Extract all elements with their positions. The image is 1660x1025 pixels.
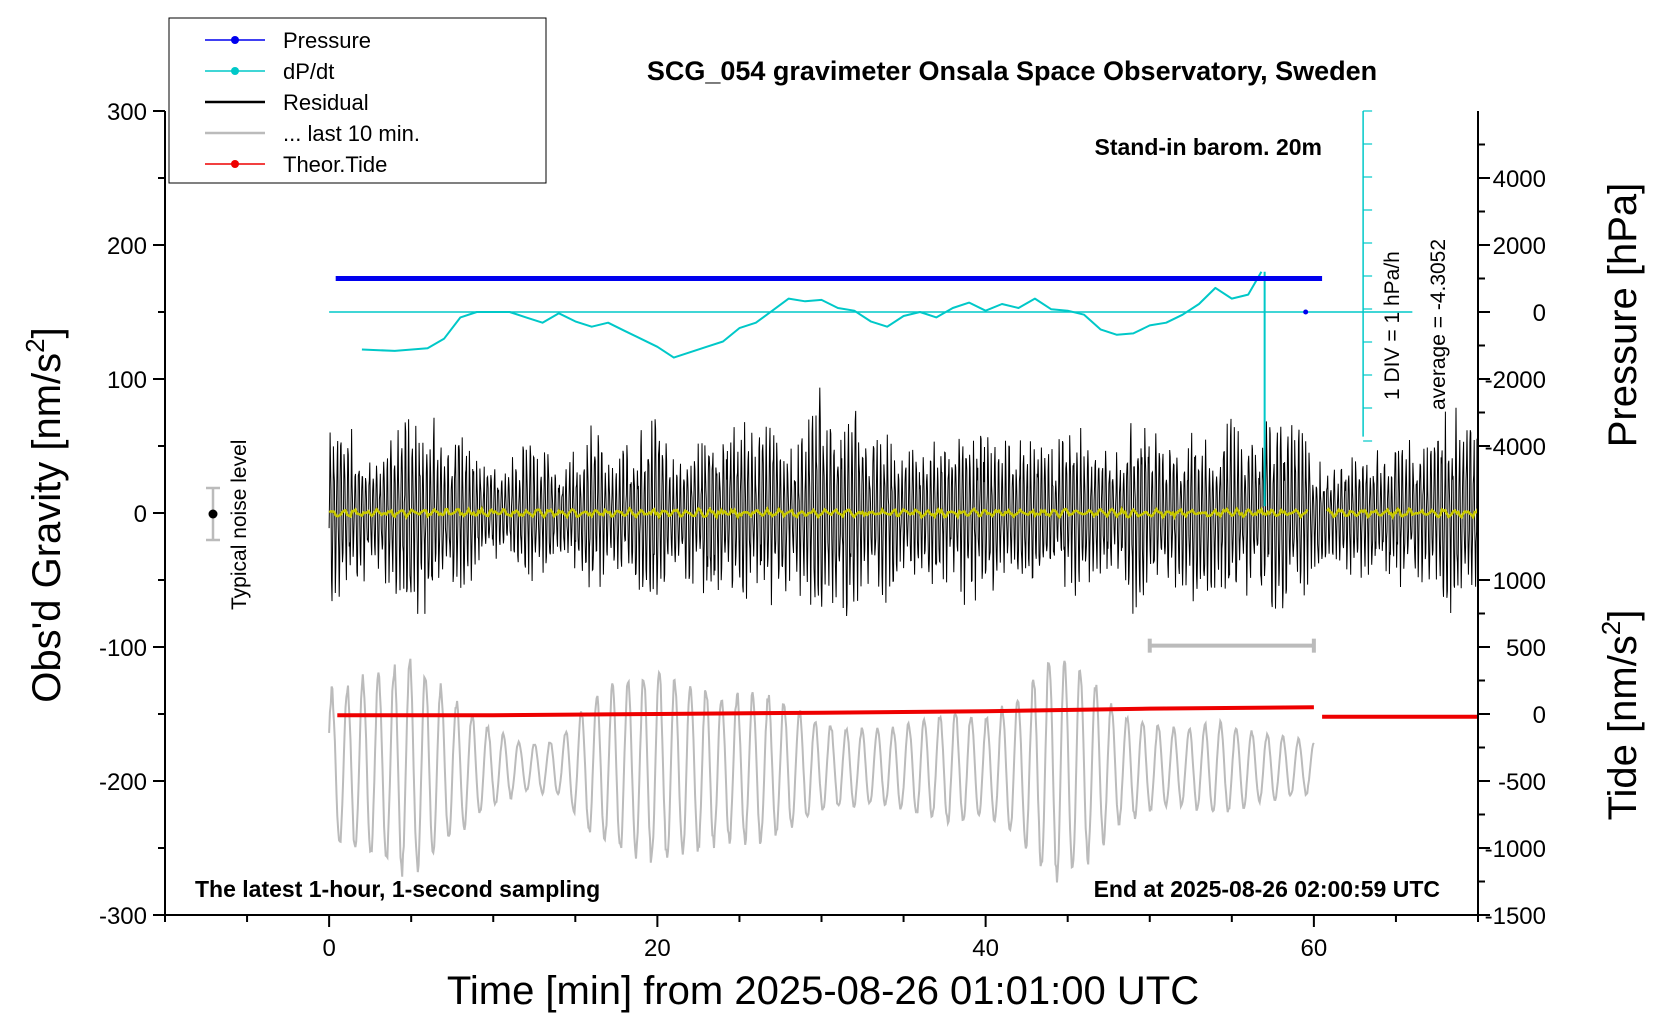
y-axis-title-tide: Tide [nm/s2] <box>1596 610 1645 821</box>
y-tick-label-left: 100 <box>107 367 147 394</box>
y-axis-title-left-main: Obs'd Gravity [nm/s <box>25 353 69 703</box>
y-tick-label-left: -100 <box>99 635 147 662</box>
plot-area <box>328 110 1480 883</box>
y-tick-label-left: -300 <box>99 903 147 930</box>
div-scale-note: 1 DIV = 1 hPa/h <box>1381 251 1404 400</box>
x-tick-label: 60 <box>1301 935 1328 962</box>
residual-line <box>328 387 1479 617</box>
legend: Pressure dP/dt Residual ... last 10 min. The… <box>168 17 547 184</box>
noise-level-marker <box>206 486 220 542</box>
y-tick-label-left: 0 <box>134 501 147 528</box>
y-tick-label-tide: -1000 <box>1485 836 1546 863</box>
y-tick-label-left: 300 <box>107 99 147 126</box>
y-tick-label-tide: -1500 <box>1485 903 1546 930</box>
x-tick-label: 0 <box>322 935 335 962</box>
y-axis-title-pressure: Pressure [hPa] <box>1601 183 1645 448</box>
legend-marker <box>231 36 239 44</box>
x-tick-label: 20 <box>644 935 671 962</box>
legend-marker <box>231 160 239 168</box>
y-axis-title-left-end: ] <box>25 327 69 338</box>
y-axis-title-tide-end: ] <box>1601 610 1645 621</box>
y-tick-label-pressure: 2000 <box>1493 233 1546 260</box>
y-tick-label-tide: -500 <box>1498 769 1546 796</box>
chart-title: SCG_054 gravimeter Onsala Space Observat… <box>647 56 1377 86</box>
barometer-note: Stand-in barom. 20m <box>1095 134 1322 160</box>
legend-label: ... last 10 min. <box>283 121 420 146</box>
x-tick-label: 40 <box>972 935 999 962</box>
noise-level-note: Typical noise level <box>228 440 251 610</box>
legend-label: Theor.Tide <box>283 152 387 177</box>
y-axis-title-left: Obs'd Gravity [nm/s2] <box>20 327 69 703</box>
sampling-note: The latest 1-hour, 1-second sampling <box>195 876 600 902</box>
y-tick-label-pressure: -4000 <box>1485 434 1546 461</box>
y-axis-title-left-sup: 2 <box>20 338 50 352</box>
end-time-note: End at 2025-08-26 02:00:59 UTC <box>1094 876 1440 902</box>
legend-label: Residual <box>283 90 369 115</box>
y-tick-label-tide: 1000 <box>1493 568 1546 595</box>
y-tick-label-pressure: 0 <box>1533 300 1546 327</box>
legend-marker <box>231 67 239 75</box>
residual-smooth-line <box>328 505 1480 521</box>
last-10-min-line <box>328 658 1315 883</box>
y-tick-label-tide: 500 <box>1506 635 1546 662</box>
legend-label: dP/dt <box>283 59 334 84</box>
average-note: average = -4.3052 <box>1427 239 1450 410</box>
y-tick-label-pressure: -2000 <box>1485 367 1546 394</box>
y-axis-title-tide-main: Tide [nm/s <box>1601 635 1645 820</box>
legend-label: Pressure <box>283 28 371 53</box>
pressure-marker <box>1303 309 1309 315</box>
legend-box <box>168 17 547 184</box>
y-tick-label-tide: 0 <box>1533 702 1546 729</box>
x-axis-title: Time [min] from 2025-08-26 01:01:00 UTC <box>447 969 1199 1013</box>
tide-line <box>337 705 1478 719</box>
y-tick-label-left: -200 <box>99 769 147 796</box>
dpdt-line <box>361 271 1263 359</box>
y-tick-label-left: 200 <box>107 233 147 260</box>
axes: 0 20 40 603002001000-100-200-300400020000-2… <box>99 99 1546 962</box>
y-tick-label-pressure: 4000 <box>1493 166 1546 193</box>
y-axis-title-tide-sup: 2 <box>1596 621 1626 635</box>
